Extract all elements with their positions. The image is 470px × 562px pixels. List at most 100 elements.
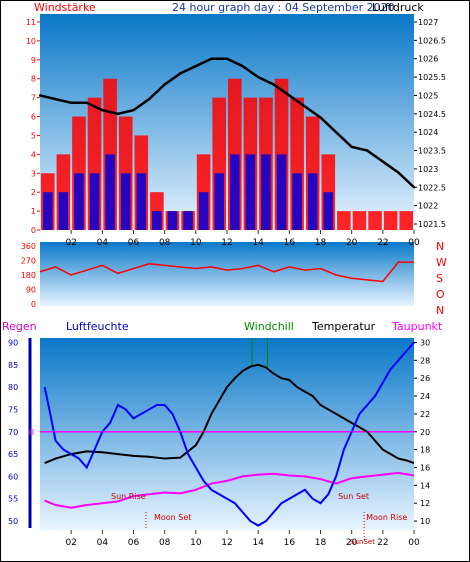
- wind-gust-bar: [261, 154, 271, 230]
- wind-gust-bar: [58, 192, 69, 230]
- pressure-y-tick-label: 1026.5: [418, 36, 446, 45]
- pressure-point: [179, 72, 182, 75]
- temperature-y-tick-label: 28: [420, 356, 430, 365]
- x-tick-label: 16: [284, 538, 296, 548]
- moon-rise-label: Moon Rise: [366, 513, 407, 522]
- x-tick-label: 08: [159, 238, 171, 248]
- pressure-point: [38, 94, 42, 97]
- moon-set-label: Moon Set: [154, 513, 191, 522]
- wind-gust-bar: [307, 173, 318, 230]
- wind-y-tick-label: 11: [26, 18, 36, 27]
- pressure-point: [101, 108, 104, 112]
- wind-y-tick-label: 3: [31, 169, 36, 178]
- sun-rise-label: Sun Rise: [111, 492, 146, 501]
- x-tick-label: 02: [65, 538, 76, 548]
- x-tick-label: 14: [252, 238, 264, 248]
- pressure-point: [381, 160, 385, 163]
- wind-gust-bar: [152, 211, 162, 230]
- wind-y-tick-label: 10: [26, 37, 36, 46]
- direction-y-tick-label: 0: [31, 300, 36, 309]
- pressure-point: [397, 171, 400, 174]
- wind-gust-bar: [245, 154, 256, 230]
- direction-panel-bg: [40, 242, 414, 306]
- wind-gust-bar: [167, 211, 178, 230]
- rain-marker-label: 0: [29, 428, 34, 437]
- x-tick-label: 10: [190, 238, 202, 248]
- pressure-point: [272, 83, 275, 86]
- x-tick-label: 06: [128, 238, 140, 248]
- wind-gust-bar: [292, 173, 302, 230]
- humidity-y-tick-label: 90: [8, 338, 18, 347]
- humidity-y-tick-label: 65: [8, 450, 18, 459]
- pressure-point: [147, 97, 151, 101]
- temperature-series: [44, 363, 415, 464]
- pressure-point: [163, 83, 166, 86]
- x-tick-label: 04: [97, 538, 109, 548]
- wind-gust-bar: [89, 173, 100, 230]
- x-tick-label: 12: [221, 538, 232, 548]
- temperature-y-tick-label: 20: [420, 428, 430, 437]
- wind-gust-bar: [323, 192, 334, 230]
- temperature-y-tick-label: 18: [420, 446, 430, 455]
- lower-panel-bg: [40, 338, 414, 530]
- x-tick-label: 10: [190, 538, 202, 548]
- wind-y-tick-label: 6: [31, 113, 36, 122]
- wind-speed-bar: [352, 211, 367, 230]
- wind-gust-bar: [230, 154, 240, 230]
- humidity-y-tick-label: 60: [8, 472, 18, 481]
- x-tick-label: 16: [284, 238, 296, 248]
- humidity-y-tick-label: 85: [8, 361, 18, 370]
- wind-gust-bar: [198, 192, 209, 230]
- x-tick-label: 00: [408, 538, 420, 548]
- direction-y-tick-label: 270: [21, 257, 36, 266]
- x-tick-label: 22: [377, 538, 388, 548]
- temperature-y-tick-label: 22: [420, 410, 430, 419]
- temperature-label: Temperatur: [311, 320, 376, 333]
- windchill-label: Windchill: [244, 320, 294, 333]
- x-tick-label: 14: [252, 538, 264, 548]
- wind-y-tick-label: 7: [31, 94, 36, 103]
- pressure-y-tick-label: 1025.5: [418, 73, 446, 82]
- pressure-point: [210, 57, 213, 60]
- pressure-y-tick-label: 1022.5: [418, 183, 446, 192]
- humidity-y-tick-label: 75: [8, 405, 18, 414]
- wind-gust-bar: [105, 154, 115, 230]
- pressure-point: [225, 57, 229, 60]
- humidity-y-tick-label: 55: [8, 495, 18, 504]
- x-tick-label: 00: [408, 238, 420, 248]
- pressure-point: [69, 101, 73, 105]
- pressure-y-tick-label: 1021.5: [418, 220, 446, 229]
- x-tick-label: 02: [65, 238, 76, 248]
- sun-set-short-label: SunSet: [350, 538, 375, 546]
- wind-gust-bar: [136, 173, 147, 230]
- pressure-point: [241, 64, 244, 68]
- x-tick-label: 04: [97, 238, 109, 248]
- x-tick-label: 20: [346, 538, 358, 548]
- x-tick-label: 22: [377, 238, 388, 248]
- wind-speed-bar: [337, 211, 351, 230]
- pressure-point: [256, 75, 260, 79]
- pressure-y-tick-label: 1024: [418, 128, 438, 137]
- pressure-y-tick-label: 1027: [418, 18, 438, 27]
- wind-y-tick-label: 5: [31, 131, 36, 140]
- pressure-point: [132, 108, 135, 112]
- rain-label: Regen: [2, 320, 37, 333]
- wind-speed-bar: [399, 211, 413, 230]
- temperature-y-tick-label: 14: [420, 481, 430, 490]
- pressure-point: [366, 149, 369, 152]
- pressure-point: [54, 97, 57, 101]
- compass-label: N: [436, 304, 444, 317]
- wind-gust-bar: [214, 173, 224, 230]
- humidity-y-tick-label: 70: [8, 428, 18, 437]
- pressure-point: [319, 116, 322, 119]
- temperature-y-tick-label: 30: [420, 338, 430, 347]
- pressure-y-tick-label: 1025: [418, 91, 438, 100]
- temperature-y-tick-label: 10: [420, 517, 430, 526]
- sun-set-label: Sun Set: [338, 492, 369, 501]
- humidity-y-tick-label: 80: [8, 383, 18, 392]
- pressure-point: [350, 145, 353, 149]
- wind-panel-bg: [40, 14, 414, 230]
- compass-label: S: [436, 272, 443, 285]
- pressure-y-tick-label: 1022: [418, 202, 438, 211]
